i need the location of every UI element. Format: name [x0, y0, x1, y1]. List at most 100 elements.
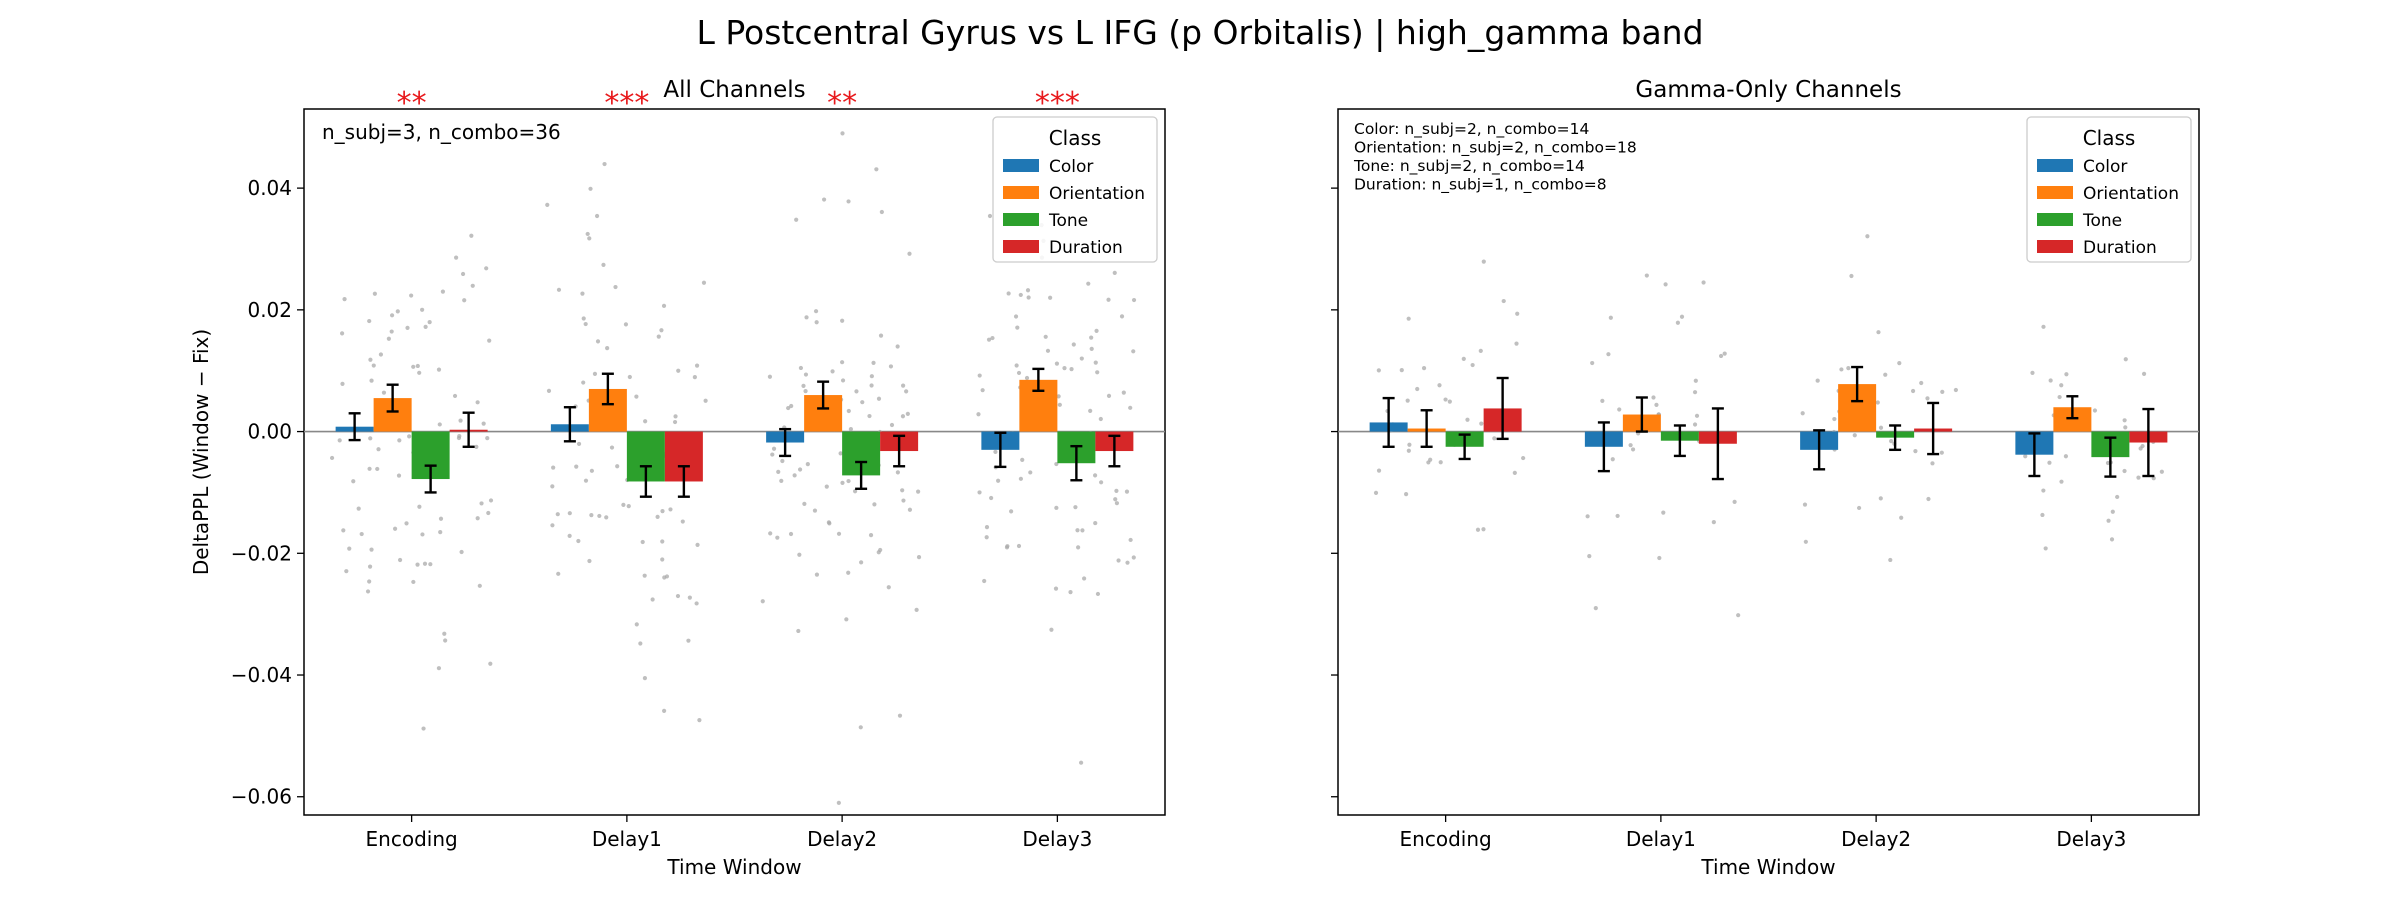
- observation-dot: [1939, 450, 1944, 455]
- observation-dot: [1106, 297, 1111, 302]
- observation-dot: [420, 307, 425, 312]
- observation-dot: [1654, 402, 1659, 408]
- y-tick-label: 0.02: [247, 298, 292, 322]
- observation-dot: [488, 661, 493, 666]
- observation-dot: [428, 562, 433, 567]
- observation-dot: [550, 523, 555, 528]
- observation-dot: [1849, 273, 1854, 279]
- observation-dot: [2048, 378, 2053, 383]
- observation-dot: [836, 800, 841, 805]
- observation-dot: [993, 449, 998, 455]
- observation-dot: [838, 451, 843, 456]
- x-tick-label: Encoding: [366, 827, 458, 851]
- observation-dot: [589, 468, 594, 473]
- observation-dot: [796, 628, 801, 634]
- observation-dot: [368, 357, 373, 362]
- observation-dot: [486, 510, 491, 516]
- observation-dot: [694, 363, 700, 368]
- observation-dot: [409, 293, 414, 298]
- observation-dot: [1128, 537, 1133, 543]
- observation-dot: [1054, 505, 1059, 510]
- observation-dot: [1644, 273, 1649, 278]
- observation-dot: [1694, 413, 1700, 418]
- observation-dot: [438, 516, 444, 521]
- observation-dot: [337, 438, 342, 443]
- observation-dot: [775, 535, 780, 540]
- observation-dot: [846, 199, 851, 204]
- observation-dot: [1693, 378, 1698, 383]
- observation-dot: [2106, 518, 2111, 523]
- observation-dot: [867, 413, 872, 419]
- observation-dot: [798, 365, 804, 371]
- observation-dot: [840, 378, 846, 383]
- observation-dot: [1020, 457, 1025, 463]
- observation-dot: [779, 478, 784, 483]
- observation-dot: [389, 329, 394, 334]
- observation-dot: [1075, 528, 1080, 533]
- observation-dot: [462, 298, 467, 303]
- observation-dot: [397, 557, 403, 563]
- observation-dot: [977, 373, 982, 378]
- plot-frame: [303, 108, 1166, 816]
- observation-dot: [2059, 479, 2064, 484]
- observation-dot: [660, 557, 665, 562]
- observation-dot: [1054, 361, 1060, 366]
- observation-dot: [859, 560, 864, 565]
- observation-dot: [821, 197, 827, 202]
- observation-dot: [367, 466, 372, 471]
- observation-dot: [481, 421, 486, 426]
- observation-dot: [1373, 490, 1379, 495]
- observation-dot: [830, 369, 835, 374]
- observation-dot: [1608, 315, 1613, 320]
- legend-label: Duration: [2083, 238, 2157, 258]
- observation-dot: [1057, 402, 1062, 407]
- observation-dot: [1852, 433, 1857, 438]
- observation-dot: [1465, 417, 1470, 422]
- observation-dot: [580, 291, 585, 296]
- observation-dot: [976, 412, 981, 417]
- observation-dot: [1013, 314, 1019, 319]
- x-tick-label: Delay1: [1626, 827, 1696, 851]
- observation-dot: [574, 464, 579, 469]
- observation-dot: [415, 363, 420, 369]
- observation-dot: [417, 504, 422, 509]
- observation-dot: [1926, 496, 1931, 502]
- observation-dot: [813, 309, 819, 314]
- legend-label: Color: [2083, 157, 2127, 177]
- legend-title: Class: [2083, 126, 2136, 150]
- observation-dot: [1099, 480, 1104, 485]
- observation-dot: [581, 380, 586, 385]
- observation-dot: [900, 414, 906, 419]
- observation-dot: [438, 529, 443, 535]
- observation-dot: [376, 447, 381, 452]
- observation-dot: [812, 508, 818, 513]
- observation-dot: [1481, 527, 1486, 532]
- observation-dot: [786, 405, 791, 411]
- observation-dot: [1056, 394, 1061, 399]
- observation-dot: [2105, 460, 2111, 466]
- legend-label: Duration: [1049, 238, 1123, 258]
- x-axis-label: Time Window: [1700, 855, 1835, 879]
- observation-dot: [1421, 365, 1427, 371]
- observation-dot: [436, 666, 442, 671]
- observation-dot: [1406, 448, 1411, 453]
- observation-dot: [1405, 398, 1410, 403]
- observation-dot: [550, 484, 555, 489]
- observation-dot: [1587, 554, 1592, 559]
- x-tick-label: Delay1: [592, 827, 662, 851]
- significance-marker: ***: [1035, 86, 1080, 121]
- panel-title: All Channels: [663, 77, 805, 103]
- observation-dot: [697, 718, 702, 723]
- observation-dot: [642, 573, 647, 578]
- observation-dot: [329, 455, 335, 461]
- observation-dot: [369, 378, 374, 383]
- observation-dots: [1373, 234, 2164, 618]
- observation-dot: [1910, 388, 1916, 394]
- observation-dot: [1131, 555, 1136, 560]
- observation-dot: [567, 511, 572, 516]
- observation-dot: [844, 617, 849, 622]
- observation-dot: [1071, 342, 1076, 347]
- observation-dot: [904, 389, 909, 394]
- observation-dot: [1095, 591, 1101, 597]
- legend-swatch: [1003, 240, 1039, 253]
